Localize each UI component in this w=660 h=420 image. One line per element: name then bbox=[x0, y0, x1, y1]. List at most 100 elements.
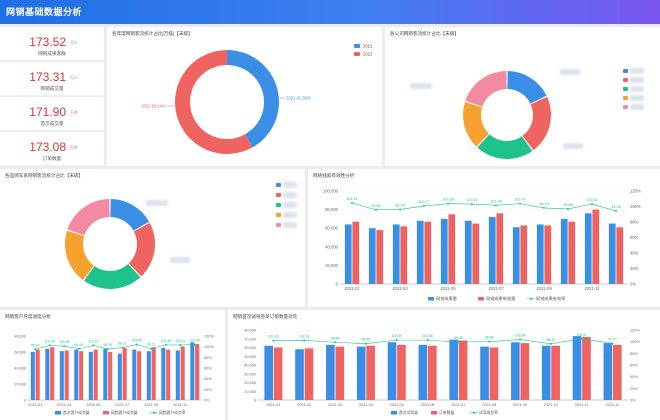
y-tick-label: 70,000 bbox=[244, 337, 256, 341]
line-point bbox=[423, 204, 425, 207]
line-point bbox=[395, 339, 398, 342]
legend-swatch bbox=[529, 297, 533, 300]
x-tick-label: 2021-04 bbox=[359, 403, 373, 407]
data-label: 97.17 bbox=[608, 337, 617, 341]
yearly-pie-chart: 2021 41.86% 2022 58.14% 2021 2022 bbox=[141, 44, 373, 154]
bar bbox=[584, 213, 592, 284]
x-tick-label: 2021-05 bbox=[440, 286, 456, 291]
y-tick-label: 30,000 bbox=[244, 372, 256, 376]
data-label: 103.38 bbox=[161, 339, 171, 343]
data-label: 98.21 bbox=[118, 342, 127, 346]
series-line bbox=[273, 338, 613, 345]
app-header: 网销基础数据分析 bbox=[0, 0, 660, 24]
redacted-label bbox=[146, 200, 168, 206]
line-point bbox=[77, 347, 80, 350]
legend-label: 首次客户成交量 bbox=[63, 410, 90, 415]
y2-tick-label: 120% bbox=[204, 335, 214, 339]
data-label: 103.54 bbox=[515, 334, 525, 338]
line-point bbox=[543, 206, 545, 209]
x-tick-label: 2021-01 bbox=[344, 286, 360, 291]
bar bbox=[387, 342, 397, 400]
bar bbox=[264, 345, 274, 400]
bar bbox=[397, 344, 406, 400]
bar bbox=[122, 348, 127, 400]
data-label: 96.48 bbox=[362, 338, 371, 342]
panel-title: 网销客户月度进度分析 bbox=[5, 314, 51, 319]
line-point bbox=[334, 341, 337, 344]
bar bbox=[480, 346, 489, 400]
line-point bbox=[567, 207, 569, 210]
bar bbox=[64, 350, 69, 400]
bar bbox=[108, 352, 113, 400]
bar bbox=[427, 345, 437, 400]
line-point bbox=[488, 340, 491, 343]
bar bbox=[520, 343, 530, 400]
bar bbox=[30, 352, 35, 400]
bar bbox=[190, 342, 195, 400]
bar bbox=[79, 351, 84, 400]
y-tick-label: 20,000 bbox=[325, 263, 338, 268]
bar bbox=[335, 346, 345, 400]
pie-slice bbox=[67, 199, 110, 236]
y2-tick-label: 20% bbox=[630, 266, 639, 271]
bar bbox=[352, 221, 360, 284]
y-tick-label: 40,000 bbox=[325, 244, 338, 249]
x-tick-label: 2021-03 bbox=[392, 286, 408, 291]
bar bbox=[612, 344, 622, 400]
series-line bbox=[35, 344, 195, 350]
y2-tick-label: 100% bbox=[630, 340, 640, 344]
data-label: 96.26 bbox=[395, 203, 405, 207]
y-tick-label: 80,000 bbox=[244, 329, 256, 333]
legend-label: 网销成果有效量 bbox=[486, 295, 515, 302]
x-tick-label: 2021-09 bbox=[144, 403, 158, 407]
bar bbox=[137, 351, 142, 400]
kpi-card: 173.31 万人 网销成交量 bbox=[0, 62, 104, 96]
y-tick-label: 20,000 bbox=[244, 381, 256, 385]
bar bbox=[356, 346, 366, 400]
data-label: 96.31 bbox=[547, 338, 556, 342]
x-tick-label: 2021-11 bbox=[584, 286, 600, 291]
bar bbox=[59, 351, 64, 400]
bar bbox=[496, 213, 504, 284]
legend-swatch bbox=[152, 411, 156, 414]
y2-tick-label: 20% bbox=[204, 388, 212, 392]
kpi-value: 173.08 bbox=[29, 140, 66, 154]
legend-label: 网销客户成交率 bbox=[159, 410, 186, 415]
data-label: 101.49 bbox=[490, 199, 502, 203]
legend-label: 网销成果有效率 bbox=[536, 295, 565, 302]
y-tick-label: 60,000 bbox=[325, 226, 338, 231]
bar bbox=[424, 221, 432, 284]
pie-slice bbox=[463, 102, 489, 147]
line-point bbox=[34, 348, 37, 351]
line-point bbox=[495, 204, 497, 207]
y-tick-label: 80,000 bbox=[14, 335, 26, 339]
line-point bbox=[48, 344, 51, 347]
legend-swatch bbox=[478, 297, 484, 301]
bar bbox=[326, 344, 335, 400]
x-tick-label: 2021-12 bbox=[606, 403, 620, 407]
x-tick-label: 2021-01 bbox=[28, 403, 42, 407]
kpi-unit: 万人 bbox=[70, 75, 78, 80]
data-label: 96.88 bbox=[563, 203, 573, 207]
data-label: 95.69 bbox=[371, 204, 381, 208]
redacted-legend bbox=[630, 104, 644, 110]
y2-tick-label: 120% bbox=[630, 329, 640, 333]
kpi-unit: 万人 bbox=[70, 40, 78, 45]
line-point bbox=[426, 339, 429, 342]
data-label: 102.24 bbox=[299, 334, 309, 338]
page-title: 网销基础数据分析 bbox=[6, 7, 83, 17]
panel-title: 各品牌车系网销客流统计占比【末级】 bbox=[5, 173, 84, 178]
redacted-legend bbox=[283, 222, 297, 228]
pie-slice bbox=[175, 50, 253, 154]
legend-swatch bbox=[354, 44, 360, 48]
slice-label: 2021 41.86% bbox=[286, 96, 311, 101]
bar bbox=[45, 348, 50, 400]
data-label: 99.45 bbox=[454, 336, 463, 340]
x-tick-label: 2021-07 bbox=[451, 403, 465, 407]
x-tick-label: 2021-11 bbox=[173, 403, 187, 407]
region-pie-panel: 各公司网销客流统计占比【末级】 bbox=[385, 27, 660, 166]
line-point bbox=[351, 202, 353, 205]
first-trade-panel: 网销首次试驾签单订单数量对比 0 10,000 20,000 30,000 40,000… bbox=[228, 310, 660, 420]
data-label: 96.11 bbox=[147, 343, 155, 347]
bar bbox=[440, 218, 448, 284]
